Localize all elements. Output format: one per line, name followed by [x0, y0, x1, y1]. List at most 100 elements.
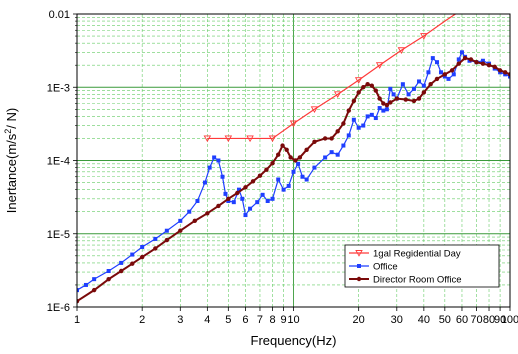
y-axis-title-main: Inertance(m/s [4, 133, 19, 213]
x-tick-label: 3 [177, 314, 183, 326]
series-point [468, 57, 474, 62]
series-point [203, 135, 212, 143]
series-point [312, 139, 317, 145]
series-point [416, 96, 422, 101]
y-tick-label: 1E-5 [47, 229, 70, 241]
series-point [130, 252, 135, 257]
x-tick-label: 5 [225, 314, 231, 326]
series-point [293, 158, 298, 163]
series-point [508, 74, 510, 79]
series-point [216, 158, 221, 163]
x-tick-label: 2 [139, 314, 145, 326]
series-point [119, 260, 124, 265]
series-2 [77, 55, 510, 304]
series-layer [77, 14, 510, 304]
series-point [351, 98, 357, 104]
series-point [296, 161, 301, 166]
series-point [507, 72, 510, 77]
series-point [240, 196, 245, 201]
series-point [291, 169, 296, 174]
series-point [426, 70, 431, 75]
series-point [403, 97, 408, 102]
series-point [153, 246, 158, 251]
series-point [286, 183, 291, 188]
series-point [139, 254, 145, 260]
series-point [346, 108, 351, 113]
series-point [462, 55, 468, 61]
x-tick-label: 9 [281, 314, 287, 326]
series-point [356, 125, 361, 130]
series-point [212, 155, 217, 160]
series-point [421, 90, 427, 95]
series-point [388, 86, 393, 91]
series-point [335, 152, 340, 157]
series-point [369, 83, 375, 88]
series-point [77, 299, 80, 304]
series-point [400, 82, 405, 87]
series-point [289, 120, 298, 128]
series-point [220, 174, 225, 179]
series-point [434, 76, 440, 82]
legend-label: Director Room Office [373, 275, 462, 286]
series-point [91, 287, 97, 293]
series-point [391, 92, 396, 97]
series-point [381, 108, 386, 113]
series-point [480, 61, 486, 66]
series-point [83, 282, 88, 287]
series-point [322, 136, 328, 141]
series-point [335, 129, 340, 134]
series-point [248, 206, 253, 211]
series-point [250, 179, 256, 184]
series-point [270, 160, 275, 166]
series-point [276, 152, 281, 157]
series-point [456, 57, 461, 62]
series-point [226, 196, 231, 202]
series-point [369, 112, 374, 117]
y-axis-title-superscript: 2 [3, 129, 13, 134]
legend-marker [357, 264, 361, 268]
series-point [270, 196, 275, 201]
series-point [474, 59, 479, 65]
series-point [255, 200, 260, 205]
x-tick-label: 10 [287, 314, 299, 326]
series-point [207, 165, 212, 170]
series-point [346, 133, 351, 138]
series-point [438, 70, 443, 75]
series-point [377, 106, 382, 111]
series-point [106, 269, 111, 274]
series-point [77, 288, 79, 293]
series-point [411, 86, 416, 91]
series-point [304, 147, 309, 152]
series-point [304, 177, 309, 182]
series-point [384, 107, 389, 112]
series-point [377, 96, 382, 101]
series-point [428, 82, 433, 87]
series-line [207, 14, 456, 140]
x-tick-label: 40 [418, 314, 430, 326]
x-axis-title: Frequency(Hz) [251, 333, 337, 348]
series-point [381, 101, 386, 106]
series-point [223, 191, 228, 196]
series-point [373, 116, 378, 121]
series-point [310, 106, 319, 114]
series-point [456, 61, 461, 66]
y-tick-label: 1E-6 [47, 302, 70, 314]
series-point [502, 70, 508, 75]
series-point [265, 198, 270, 203]
series-point [118, 268, 124, 274]
y-axis-title-tail: / N) [4, 108, 19, 129]
x-tick-label: 6 [242, 314, 248, 326]
series-point [281, 187, 286, 192]
series-point [300, 174, 305, 179]
series-point [486, 62, 492, 68]
series-point [341, 121, 346, 126]
series-point [492, 64, 497, 70]
series-point [354, 77, 363, 84]
legend-label: Office [373, 262, 398, 273]
series-point [356, 90, 361, 95]
series-point [243, 185, 248, 190]
x-tick-label: 30 [391, 314, 403, 326]
legend-box [344, 244, 500, 288]
series-point [329, 136, 334, 141]
